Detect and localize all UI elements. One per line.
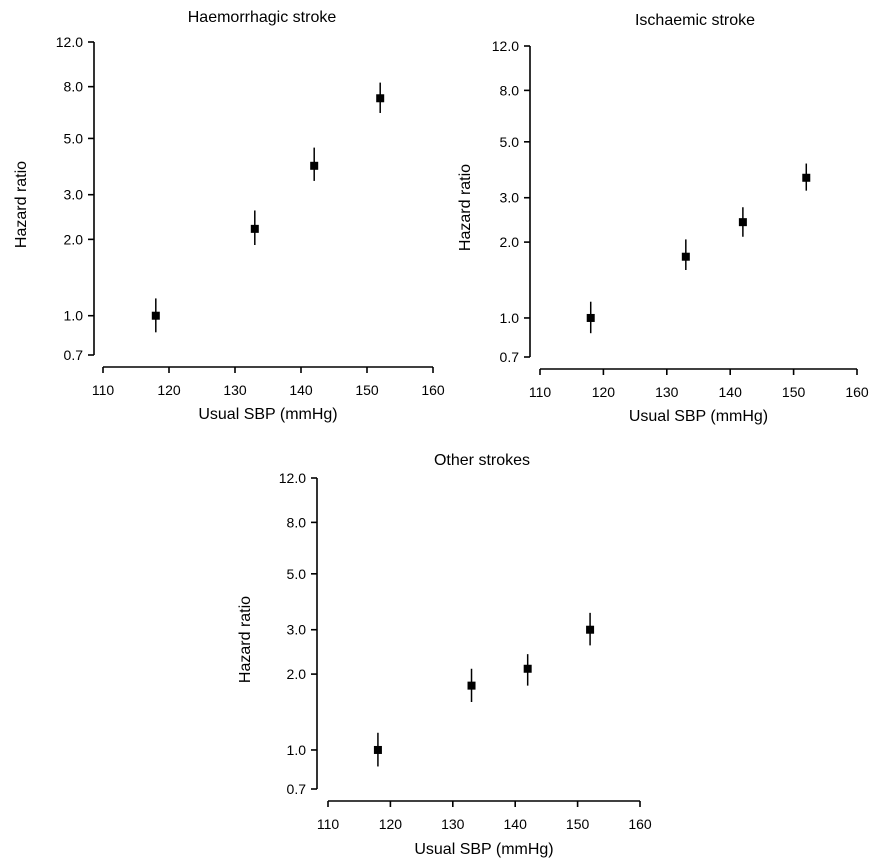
data-point — [467, 681, 476, 690]
panel-1: Haemorrhagic stroke 12.0 8.0 5.0 3.0 2.0 1.0 0.… — [13, 9, 445, 423]
chart-title: Haemorrhagic stroke — [188, 9, 337, 26]
x-tick-label: 120 — [379, 816, 403, 832]
data-point — [802, 173, 811, 182]
y-tick-label: 3.0 — [287, 622, 307, 638]
y-tick-label: 2.0 — [500, 234, 520, 250]
y-tick-label: 8.0 — [500, 82, 520, 98]
y-tick-label: 8.0 — [287, 514, 307, 530]
x-tick-label: 140 — [719, 384, 743, 400]
x-tick-label: 110 — [92, 382, 115, 398]
x-axis-label: Usual SBP (mmHg) — [629, 408, 768, 425]
y-axis-label: Hazard ratio — [457, 164, 474, 251]
data-point — [250, 224, 259, 233]
data-point — [586, 625, 595, 634]
x-tick-label: 140 — [504, 816, 528, 832]
x-tick-label: 140 — [289, 382, 313, 398]
x-axis-label: Usual SBP (mmHg) — [198, 406, 337, 423]
x-tick-label: 130 — [223, 382, 247, 398]
y-tick-label: 12.0 — [279, 470, 306, 486]
y-tick-label: 12.0 — [492, 38, 519, 54]
data-point — [586, 313, 595, 322]
chart-title: Other strokes — [434, 452, 530, 469]
y-tick-label: 3.0 — [64, 187, 84, 203]
y-tick-label: 3.0 — [500, 190, 520, 206]
y-tick-label: 2.0 — [64, 231, 84, 247]
y-axis-label: Hazard ratio — [237, 596, 254, 683]
x-tick-label: 110 — [529, 384, 552, 400]
data-point — [681, 252, 690, 261]
x-tick-label: 130 — [655, 384, 679, 400]
x-tick-label: 120 — [592, 384, 616, 400]
data-point — [373, 745, 382, 754]
data-point — [151, 311, 160, 320]
y-axis-label: Hazard ratio — [13, 161, 30, 248]
x-tick-label: 150 — [782, 384, 806, 400]
x-tick-label: 150 — [355, 382, 379, 398]
y-tick-label: 0.7 — [500, 349, 520, 365]
x-tick-label: 160 — [845, 384, 869, 400]
panel-2: Ischaemic stroke 12.0 8.0 5.0 3.0 2.0 1.0 0.7 11… — [457, 12, 869, 425]
y-tick-label: 1.0 — [64, 308, 84, 324]
y-tick-label: 5.0 — [287, 566, 307, 582]
x-tick-label: 110 — [317, 816, 340, 832]
y-tick-label: 0.7 — [64, 347, 84, 363]
y-tick-label: 0.7 — [287, 781, 307, 797]
x-axis-label: Usual SBP (mmHg) — [414, 841, 553, 858]
data-point — [523, 664, 532, 673]
y-tick-label: 2.0 — [287, 666, 307, 682]
x-tick-label: 130 — [441, 816, 465, 832]
data-point — [376, 94, 385, 103]
data-point — [738, 218, 747, 227]
y-tick-label: 5.0 — [64, 130, 84, 146]
x-tick-label: 160 — [421, 382, 445, 398]
y-tick-label: 12.0 — [56, 34, 83, 50]
y-tick-label: 1.0 — [287, 742, 307, 758]
y-tick-label: 5.0 — [500, 134, 520, 150]
panel-3: Other strokes 12.0 8.0 5.0 3.0 2.0 1.0 0.7 110 12… — [237, 452, 652, 858]
x-tick-label: 150 — [566, 816, 590, 832]
y-tick-label: 8.0 — [64, 79, 84, 95]
data-point — [310, 161, 319, 170]
x-tick-label: 120 — [157, 382, 181, 398]
chart-title: Ischaemic stroke — [635, 12, 755, 29]
x-tick-label: 160 — [628, 816, 652, 832]
y-tick-label: 1.0 — [500, 310, 520, 326]
